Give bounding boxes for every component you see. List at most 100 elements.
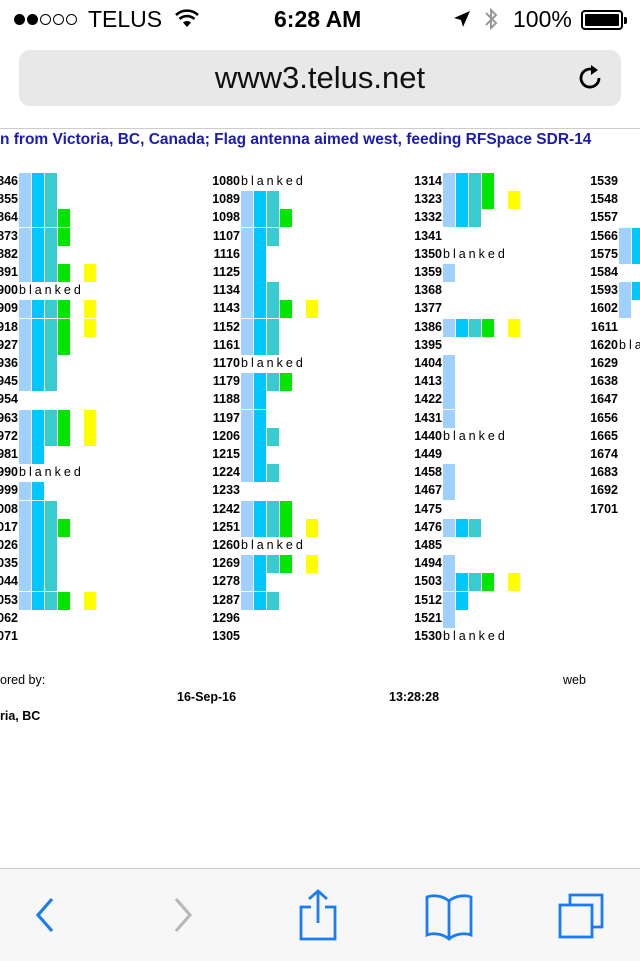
frequency-label: 1475 <box>414 501 442 516</box>
back-icon[interactable] <box>22 889 72 941</box>
signal-bar-segment <box>443 191 455 210</box>
signal-bar-segment <box>443 355 455 373</box>
signal-bar-segment <box>306 518 318 537</box>
signal-bar-segment <box>241 591 253 610</box>
signal-bar-segment <box>254 464 266 483</box>
frequency-label: 1494 <box>414 556 442 571</box>
frequency-row: 1080 blanked <box>210 173 450 191</box>
signal-bar-segment <box>267 209 279 228</box>
signal-bar-segment <box>254 555 266 574</box>
signal-bar-segment <box>241 573 253 592</box>
frequency-row: 891 <box>0 264 228 282</box>
address-bar[interactable]: www3.telus.net <box>19 50 621 106</box>
frequency-label: 1323 <box>414 192 442 207</box>
frequency-label: 1269 <box>212 556 240 571</box>
signal-bar-segment <box>267 336 279 355</box>
signal-bar-segment <box>443 555 455 574</box>
signal-bar-segment <box>254 282 266 301</box>
signal-bar-segment <box>241 227 253 246</box>
frequency-label: 1233 <box>212 483 240 498</box>
signal-bar-segment <box>254 573 266 592</box>
signal-bar-segment <box>32 573 44 592</box>
signal-bar-segment <box>280 518 292 537</box>
share-icon[interactable] <box>293 889 343 941</box>
signal-bar-segment <box>280 500 292 519</box>
signal-bar-segment <box>32 209 44 228</box>
tabs-icon[interactable] <box>556 889 606 941</box>
frequency-row: 1647 <box>588 391 640 409</box>
signal-bar-segment <box>456 318 468 337</box>
frequency-row: 1314 <box>412 173 640 191</box>
signal-bar-segment <box>84 427 96 446</box>
frequency-label: 1629 <box>590 356 618 370</box>
frequency-label: 1566 <box>590 228 618 243</box>
frequency-label: 1125 <box>212 265 240 279</box>
bookmarks-icon[interactable] <box>424 889 474 941</box>
url-text[interactable]: www3.telus.net <box>214 60 426 95</box>
frequency-row: 1161 <box>210 336 450 355</box>
signal-bar-segment <box>619 282 631 301</box>
signal-bar-segment <box>19 518 31 537</box>
signal-bar-segment <box>443 264 455 282</box>
frequency-row: 1683 <box>588 464 640 482</box>
signal-bar-segment <box>32 537 44 555</box>
signal-bar-segment <box>32 336 44 355</box>
frequency-row: 1260 blanked <box>210 537 450 555</box>
frequency-row: 990 blanked <box>0 464 228 482</box>
blanked-label: blanked <box>19 283 84 298</box>
frequency-label: 1485 <box>414 538 442 552</box>
frequency-label: 026 <box>0 538 18 552</box>
frequency-row: 1107 <box>210 227 450 246</box>
frequency-label: 062 <box>0 610 18 625</box>
frequency-row: 053 <box>0 591 228 610</box>
frequency-label: 1341 <box>414 228 442 243</box>
frequency-label: 1476 <box>414 519 442 534</box>
signal-bar-segment <box>267 227 279 246</box>
frequency-label: 1134 <box>212 283 240 298</box>
frequency-row: 1305 <box>210 628 450 646</box>
signal-bar-segment <box>482 318 494 337</box>
frequency-label: 1242 <box>212 501 240 516</box>
clock: 6:28 AM <box>274 6 362 32</box>
frequency-label: 1584 <box>590 265 618 279</box>
frequency-row: 1152 <box>210 318 450 337</box>
frequency-row: 927 <box>0 336 228 355</box>
signal-bar-segment <box>280 300 292 319</box>
frequency-row: 1602 <box>588 300 640 319</box>
signal-bar-segment <box>254 518 266 537</box>
frequency-row: 1629 <box>588 355 640 373</box>
signal-bar-segment <box>84 409 96 428</box>
signal-bar-segment <box>19 300 31 319</box>
signal-bar-segment <box>508 191 520 210</box>
blanked-label: blanked <box>443 428 508 443</box>
frequency-label: 1188 <box>212 392 240 407</box>
frequency-label: 1683 <box>590 465 618 480</box>
frequency-row: 1188 <box>210 391 450 410</box>
signal-bar-segment <box>19 373 31 392</box>
frequency-row: 1593 <box>588 282 640 301</box>
signal-bar-segment <box>619 227 631 246</box>
frequency-row: 035 <box>0 555 228 574</box>
signal-bar-segment <box>241 500 253 519</box>
frequency-row: 1665 <box>588 428 640 446</box>
frequency-row: 1692 <box>588 482 640 500</box>
frequency-row: 945 <box>0 373 228 392</box>
reload-icon[interactable] <box>577 64 605 92</box>
frequency-label: 1467 <box>414 483 442 498</box>
signal-bar-segment <box>19 173 31 191</box>
frequency-row: 1332 <box>412 209 640 228</box>
signal-bar-segment <box>19 555 31 574</box>
signal-bar-segment <box>254 318 266 337</box>
blanked-label: blanked <box>241 174 306 188</box>
frequency-label: 945 <box>0 374 18 389</box>
frequency-label: 1548 <box>590 192 618 207</box>
signal-bar-segment <box>267 300 279 319</box>
signal-bar-segment <box>632 227 640 246</box>
frequency-label: 1314 <box>414 174 442 188</box>
frequency-label: 053 <box>0 592 18 607</box>
signal-bar-segment <box>45 373 57 392</box>
signal-bar-segment <box>32 318 44 337</box>
frequency-label: 1143 <box>212 301 240 316</box>
browser-toolbar <box>0 868 640 961</box>
forward-icon[interactable] <box>158 889 208 941</box>
